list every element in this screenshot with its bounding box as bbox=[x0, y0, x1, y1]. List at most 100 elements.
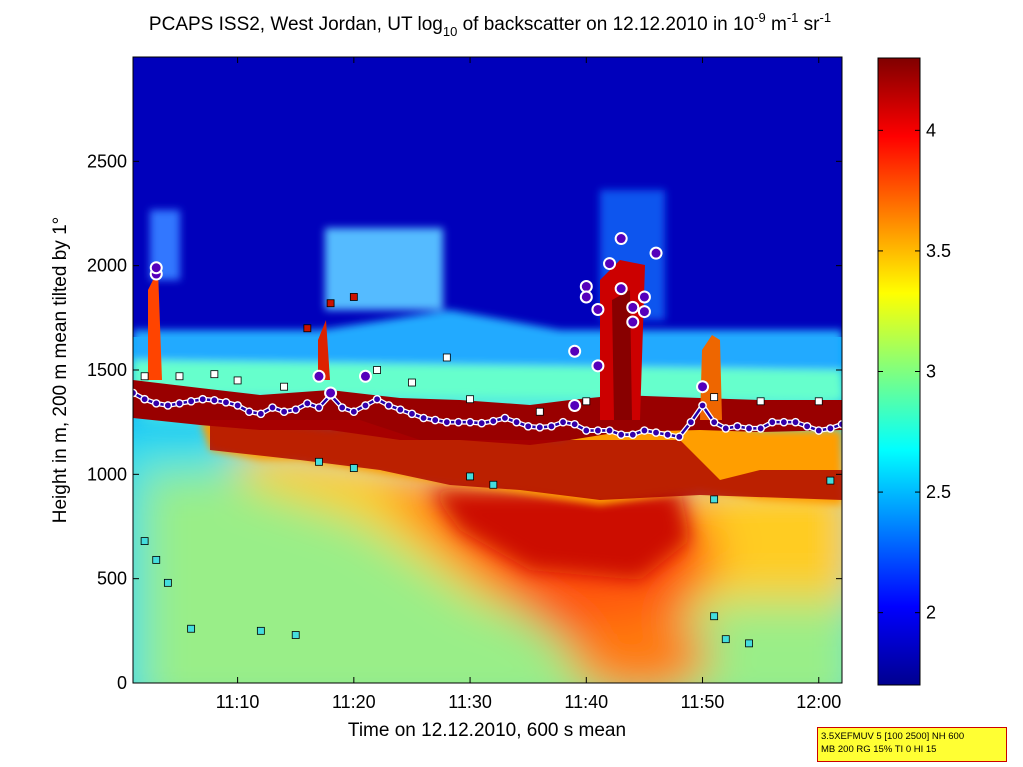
mixing-layer-height-marker bbox=[558, 417, 568, 427]
mixing-layer-height-marker bbox=[837, 419, 842, 429]
aerosol-layer-marker bbox=[466, 395, 474, 404]
y-tick-label: 1000 bbox=[87, 464, 127, 484]
aerosol-layer-marker bbox=[152, 555, 161, 564]
info-line-2: MB 200 RG 15% TI 0 HI 15 bbox=[821, 744, 937, 755]
mixing-layer-height-marker bbox=[698, 401, 707, 410]
mixing-layer-height-marker bbox=[512, 417, 521, 427]
mixing-layer-height-marker bbox=[361, 401, 370, 410]
mixing-layer-height-marker bbox=[337, 403, 347, 412]
upper-layer-marker bbox=[591, 302, 605, 316]
aerosol-layer-marker bbox=[280, 382, 288, 391]
x-tick-label: 11:40 bbox=[564, 692, 608, 712]
aerosol-layer-marker bbox=[745, 639, 753, 648]
aerosol-layer-marker bbox=[710, 393, 719, 402]
aerosol-layer-marker bbox=[256, 626, 265, 635]
mixing-layer-height-marker bbox=[686, 417, 696, 427]
upper-layer-marker bbox=[579, 280, 593, 294]
upper-layer-marker bbox=[614, 232, 628, 246]
mixing-layer-height-marker bbox=[616, 430, 626, 439]
mixing-layer-height-marker bbox=[349, 407, 359, 417]
aerosol-layer-marker bbox=[210, 370, 219, 379]
y-tick-label: 2000 bbox=[87, 256, 127, 276]
mixing-layer-height-marker bbox=[721, 424, 731, 433]
aerosol-layer-marker bbox=[315, 457, 323, 466]
aerosol-layer-marker bbox=[408, 378, 416, 387]
mixing-layer-height-marker bbox=[570, 419, 579, 429]
x-axis-label: Time on 12.12.2010, 600 s mean bbox=[348, 720, 626, 741]
aerosol-layer-marker bbox=[303, 324, 312, 333]
colorbar-gradient bbox=[878, 58, 920, 685]
x-tick-label: 11:50 bbox=[681, 692, 725, 712]
mixing-layer-height-marker bbox=[186, 396, 196, 406]
mixing-layer-height-marker bbox=[814, 426, 824, 435]
aerosol-layer-marker bbox=[535, 407, 544, 416]
colorbar-tick-label: 3 bbox=[926, 362, 936, 382]
mixing-layer-height-marker bbox=[744, 424, 754, 433]
mixing-layer-height-marker bbox=[767, 417, 777, 427]
aerosol-layer-markers bbox=[140, 293, 835, 648]
mixing-layer-height-marker bbox=[407, 409, 417, 419]
mixing-layer-height-marker bbox=[256, 409, 266, 419]
mixing-layer-height-marker bbox=[291, 405, 301, 414]
mixing-layer-height-marker bbox=[419, 413, 428, 423]
mixing-layer-height-marker bbox=[523, 422, 533, 431]
mixing-layer-height-marker bbox=[140, 394, 149, 404]
mixing-layer-height-marker bbox=[233, 401, 242, 410]
aerosol-layer-marker bbox=[710, 495, 719, 504]
upper-layer-marker bbox=[649, 246, 663, 260]
aerosol-layer-marker bbox=[140, 372, 149, 381]
mixing-layer-height-marker bbox=[500, 413, 510, 423]
aerosol-layer-marker bbox=[187, 624, 196, 633]
aerosol-layer-marker bbox=[349, 293, 358, 301]
colorbar-ticks: 2 2.5 3 3.5 4 bbox=[878, 120, 951, 623]
x-tick-label: 11:30 bbox=[448, 692, 492, 712]
aerosol-layer-marker bbox=[582, 397, 591, 406]
aerosol-layer-marker bbox=[349, 464, 358, 472]
mixing-layer-height-marker bbox=[489, 416, 498, 426]
upper-layer-marker bbox=[149, 261, 163, 275]
mixing-layer-height-marker bbox=[175, 399, 184, 408]
mixing-layer-height-marker bbox=[198, 394, 208, 404]
y-axis: 0 500 1000 1500 2000 2500 bbox=[87, 151, 842, 693]
x-tick-label: 11:10 bbox=[216, 692, 260, 712]
mixing-layer-height-marker bbox=[303, 399, 312, 408]
colorbar: 2 2.5 3 3.5 4 bbox=[877, 57, 951, 686]
mixing-layer-height-marker bbox=[663, 430, 672, 439]
mixing-layer-height-marker bbox=[396, 405, 405, 414]
upper-layer-marker bbox=[568, 344, 582, 358]
mixing-layer-height-marker bbox=[651, 428, 661, 437]
aerosol-layer-marker bbox=[326, 299, 335, 308]
mixing-layer-height-marker bbox=[279, 407, 289, 417]
mixing-layer-height-marker bbox=[268, 403, 277, 412]
upper-layer-marker bbox=[591, 359, 605, 373]
colorbar-tick-label: 2 bbox=[926, 603, 936, 623]
upper-layer-marker bbox=[637, 305, 651, 319]
mixing-layer-height-marker bbox=[791, 417, 800, 427]
mixing-layer-height-marker bbox=[640, 426, 649, 435]
mixing-layer-height-marker bbox=[210, 395, 219, 405]
mixing-layer-height-marker bbox=[674, 432, 684, 442]
upper-layer-marker bbox=[579, 290, 593, 304]
mixing-layer-height-marker bbox=[593, 426, 603, 435]
aerosol-layer-marker bbox=[756, 397, 765, 406]
upper-layer-markers bbox=[149, 232, 710, 412]
y-axis-label: Height in m, 200 m mean tilted by 1° bbox=[50, 217, 71, 523]
x-axis: 11:10 11:20 11:30 11:40 11:50 12:00 bbox=[216, 57, 841, 712]
upper-layer-marker bbox=[696, 380, 710, 394]
aerosol-layer-marker bbox=[814, 397, 823, 406]
mixing-layer-height-marker bbox=[314, 403, 324, 412]
aerosol-layer-marker bbox=[233, 376, 242, 385]
mixing-layer-height-marker bbox=[465, 417, 475, 427]
y-tick-label: 1500 bbox=[87, 360, 127, 380]
mixing-layer-height-marker bbox=[535, 423, 545, 432]
mixing-layer-height-marker bbox=[581, 426, 591, 435]
upper-layer-marker bbox=[324, 386, 338, 400]
mixing-layer-height-marker bbox=[163, 401, 173, 410]
aerosol-layer-marker bbox=[373, 366, 381, 374]
y-tick-label: 0 bbox=[117, 673, 127, 693]
aerosol-layer-marker bbox=[826, 476, 835, 485]
mixing-layer-height-marker bbox=[477, 418, 486, 428]
backscatter-heatmap bbox=[133, 57, 842, 683]
info-line-1: 3.5XEFMUV 5 [100 2500] NH 600 bbox=[821, 731, 965, 742]
mixing-layer-height-marker bbox=[244, 407, 254, 417]
